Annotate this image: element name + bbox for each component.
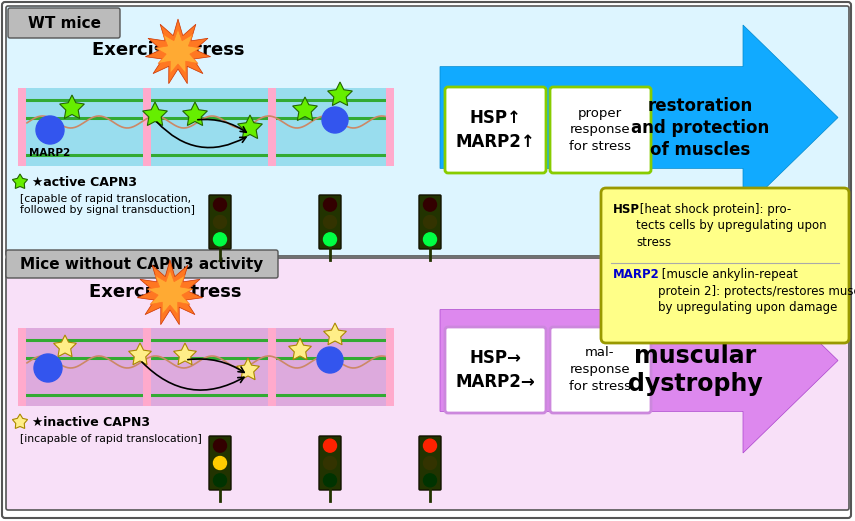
Circle shape (214, 198, 227, 211)
Bar (18, 328, 26, 406)
Polygon shape (323, 323, 346, 345)
Circle shape (323, 233, 337, 246)
Text: [incapable of rapid translocation]: [incapable of rapid translocation] (20, 434, 202, 444)
Text: followed by signal transduction]: followed by signal transduction] (20, 205, 195, 215)
Circle shape (214, 216, 227, 229)
Polygon shape (128, 343, 151, 365)
Circle shape (317, 347, 343, 373)
Circle shape (214, 474, 227, 487)
Text: [capable of rapid translocation,: [capable of rapid translocation, (20, 194, 192, 204)
Circle shape (323, 456, 337, 469)
Polygon shape (12, 414, 27, 428)
Text: restoration
and protection
of muscles: restoration and protection of muscles (631, 97, 770, 159)
Bar (386, 88, 394, 166)
FancyBboxPatch shape (550, 327, 651, 413)
Circle shape (423, 474, 437, 487)
FancyBboxPatch shape (6, 6, 849, 256)
Bar (22, 328, 390, 406)
Circle shape (214, 456, 227, 469)
Text: HSP↑
MARP2↑: HSP↑ MARP2↑ (455, 109, 535, 151)
Text: HSP: HSP (613, 203, 640, 216)
Circle shape (323, 439, 337, 452)
Text: Exercise stress: Exercise stress (89, 283, 241, 301)
Circle shape (214, 439, 227, 452)
Circle shape (423, 216, 437, 229)
Circle shape (322, 107, 348, 133)
Text: MARP2: MARP2 (613, 268, 660, 281)
FancyBboxPatch shape (601, 188, 849, 343)
Polygon shape (54, 335, 76, 357)
FancyBboxPatch shape (209, 436, 231, 490)
Text: HSP→
MARP2→: HSP→ MARP2→ (455, 349, 535, 391)
Text: MARP2: MARP2 (29, 148, 71, 158)
Polygon shape (12, 174, 27, 189)
Text: proper
response
for stress: proper response for stress (569, 106, 631, 154)
FancyBboxPatch shape (319, 436, 341, 490)
Circle shape (323, 216, 337, 229)
Text: [muscle ankylin-repeat
protein 2]: protects/restores muscles
by upregulating upo: [muscle ankylin-repeat protein 2]: prote… (658, 268, 855, 314)
Text: [heat shock protein]: pro-
tects cells by upregulating upon
stress: [heat shock protein]: pro- tects cells b… (636, 203, 827, 249)
FancyBboxPatch shape (319, 195, 341, 249)
Bar (22, 88, 390, 166)
Bar (268, 88, 276, 166)
Circle shape (423, 233, 437, 246)
Polygon shape (147, 270, 192, 315)
Circle shape (36, 116, 64, 144)
Polygon shape (145, 19, 210, 84)
Polygon shape (143, 102, 168, 126)
Polygon shape (174, 343, 197, 365)
Text: muscular
dystrophy: muscular dystrophy (628, 344, 763, 396)
Bar (143, 328, 151, 406)
Circle shape (423, 198, 437, 211)
Polygon shape (138, 260, 203, 325)
Polygon shape (289, 338, 311, 359)
Text: ★active CAPN3: ★active CAPN3 (32, 176, 137, 189)
FancyBboxPatch shape (209, 195, 231, 249)
FancyBboxPatch shape (419, 436, 441, 490)
Bar (268, 328, 276, 406)
FancyBboxPatch shape (6, 258, 849, 510)
FancyBboxPatch shape (6, 250, 278, 278)
Polygon shape (156, 29, 201, 73)
Polygon shape (238, 115, 262, 139)
Circle shape (214, 233, 227, 246)
Text: WT mice: WT mice (27, 16, 101, 31)
Polygon shape (440, 25, 838, 210)
FancyBboxPatch shape (419, 195, 441, 249)
Bar (18, 88, 26, 166)
Bar (143, 88, 151, 166)
Text: Exercise stress: Exercise stress (91, 41, 245, 59)
Text: mal-
response
for stress: mal- response for stress (569, 346, 631, 393)
Polygon shape (440, 268, 838, 453)
Polygon shape (183, 102, 208, 126)
FancyBboxPatch shape (445, 327, 546, 413)
Circle shape (323, 198, 337, 211)
Text: ★inactive CAPN3: ★inactive CAPN3 (32, 416, 150, 428)
FancyBboxPatch shape (550, 87, 651, 173)
Polygon shape (327, 82, 352, 106)
Bar (386, 328, 394, 406)
FancyBboxPatch shape (445, 87, 546, 173)
Text: Mice without CAPN3 activity: Mice without CAPN3 activity (21, 256, 263, 271)
Circle shape (423, 439, 437, 452)
FancyBboxPatch shape (8, 8, 120, 38)
Circle shape (34, 354, 62, 382)
Circle shape (423, 456, 437, 469)
Polygon shape (60, 95, 85, 118)
Polygon shape (292, 97, 317, 120)
Circle shape (323, 474, 337, 487)
Polygon shape (237, 358, 259, 380)
